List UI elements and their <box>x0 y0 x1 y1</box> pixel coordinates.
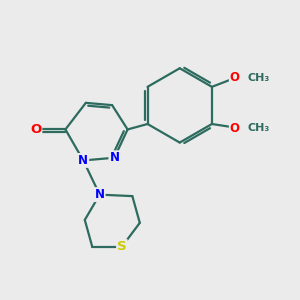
Text: CH₃: CH₃ <box>248 124 270 134</box>
Text: N: N <box>110 151 119 164</box>
Text: O: O <box>30 123 41 136</box>
Text: N: N <box>78 154 88 167</box>
Text: S: S <box>117 240 127 253</box>
Text: CH₃: CH₃ <box>248 73 270 83</box>
Text: N: N <box>95 188 105 201</box>
Text: O: O <box>230 71 240 84</box>
Text: O: O <box>230 122 240 135</box>
